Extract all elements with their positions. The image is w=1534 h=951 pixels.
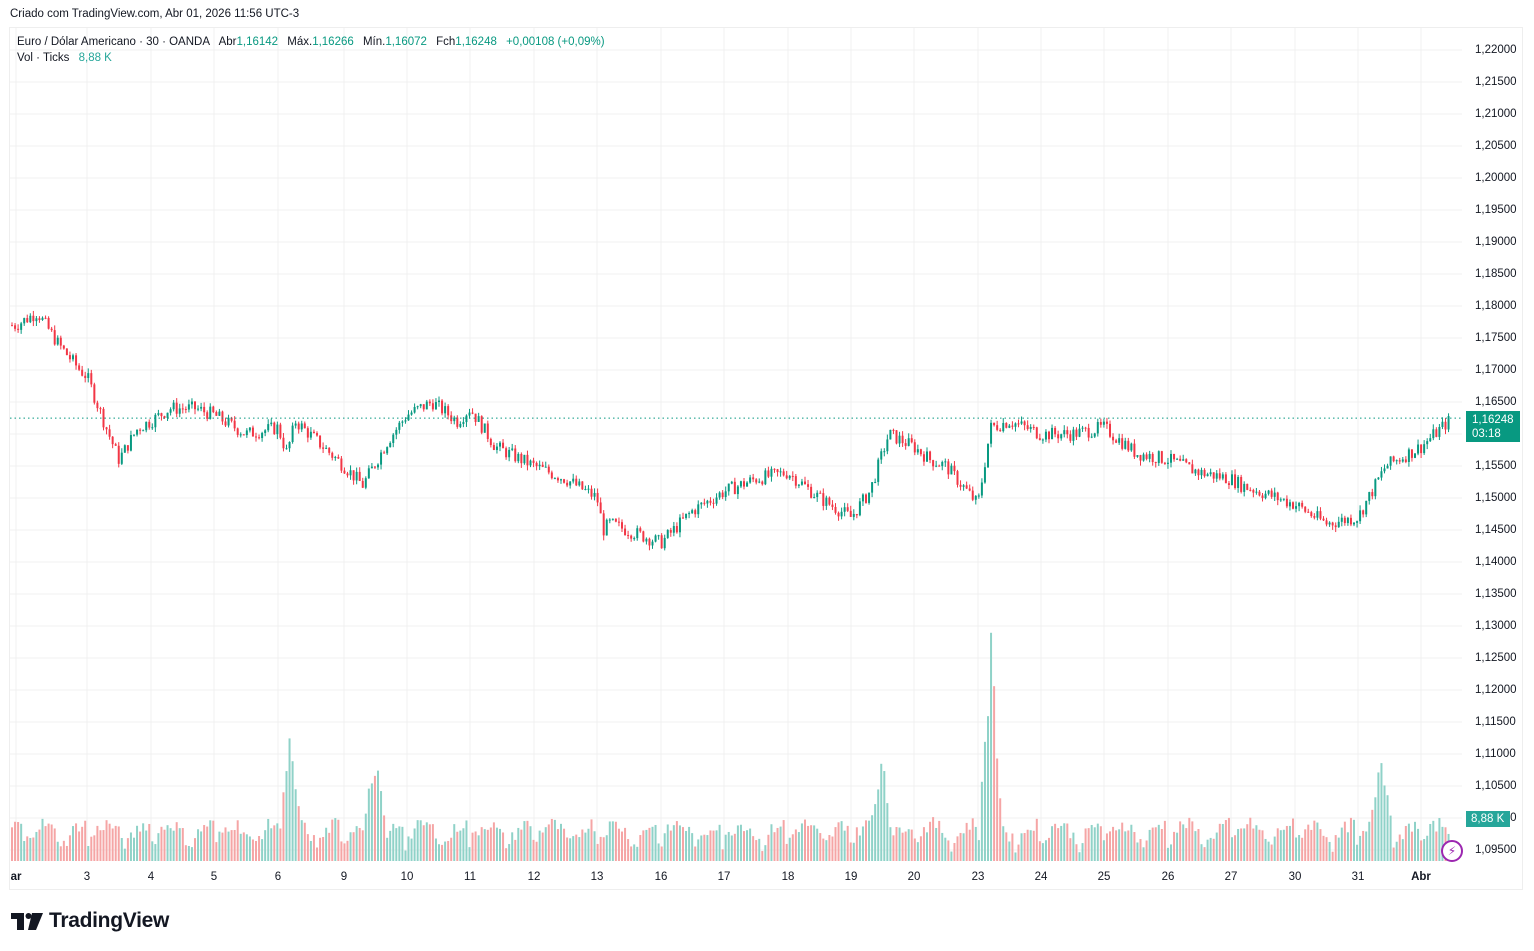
bar-countdown: 03:18	[1472, 428, 1501, 440]
time-axis-label: 5	[210, 871, 218, 883]
legend-low-value: 1,16072	[385, 36, 427, 48]
volume-tag: 8,88 K	[1466, 811, 1510, 827]
time-axis-label: 11	[464, 871, 476, 883]
time-axis-label: 17	[717, 871, 731, 883]
legend-close-label: Fch	[436, 36, 456, 48]
time-axis-label: 12	[527, 871, 541, 883]
candlestick-chart	[10, 28, 1462, 861]
time-axis-label: 30	[1288, 871, 1302, 883]
price-axis-label: 1,09500	[1475, 844, 1517, 856]
legend-low-label: Mín.	[362, 36, 386, 48]
price-axis-label: 1,12500	[1475, 652, 1517, 664]
time-axis-label: 19	[844, 871, 858, 883]
credit-line: Criado com TradingView.com, Abr 01, 2026…	[10, 8, 300, 20]
price-axis-label: 1,11000	[1475, 748, 1516, 760]
legend-row-price: Euro / Dólar Americano · 30 · OANDA Abr1…	[17, 34, 605, 50]
legend-high-label: Máx.	[287, 36, 313, 48]
price-axis-label: 1,11500	[1475, 716, 1516, 728]
price-axis-label: 1,15000	[1475, 492, 1517, 504]
legend-row-volume: Vol · Ticks 8,88 K	[17, 50, 605, 66]
time-axis-label: 27	[1224, 871, 1238, 883]
time-axis-label: 6	[274, 871, 282, 883]
time-axis-label: 4	[147, 871, 155, 883]
price-axis-label: 1,20500	[1475, 140, 1517, 152]
price-axis-label: 1,13000	[1475, 620, 1517, 632]
time-axis-label: 24	[1034, 871, 1048, 883]
tradingview-logo-icon	[11, 912, 43, 930]
price-axis-label: 1,15500	[1475, 460, 1517, 472]
time-axis-label: 26	[1161, 871, 1175, 883]
time-axis-label: ar	[10, 871, 22, 883]
last-price-value: 1,16248	[1472, 414, 1514, 426]
lightning-icon[interactable]: ⚡	[1441, 840, 1463, 862]
legend-open-label: Abr	[218, 36, 237, 48]
price-axis-label: 1,18500	[1475, 268, 1517, 280]
logo-text: TradingView	[49, 909, 170, 932]
tradingview-logo: TradingView	[11, 909, 169, 933]
chart-legend: Euro / Dólar Americano · 30 · OANDA Abr1…	[17, 34, 605, 66]
legend-volume-value: 8,88 K	[78, 52, 112, 64]
price-axis-label: 1,17000	[1475, 364, 1517, 376]
price-axis-label: 1,16500	[1475, 396, 1517, 408]
legend-open-value: 1,16142	[236, 36, 279, 48]
time-axis-label: 25	[1097, 871, 1111, 883]
price-axis-label: 1,12000	[1475, 684, 1517, 696]
time-axis-label: 23	[971, 871, 985, 883]
price-axis-label: 1,14500	[1475, 524, 1517, 536]
time-axis-label: 10	[400, 871, 414, 883]
legend-symbol[interactable]: Euro / Dólar Americano · 30 · OANDA	[17, 36, 211, 48]
time-axis-label: 3	[83, 871, 91, 883]
price-axis-label: 1,19500	[1475, 204, 1517, 216]
price-axis-label: 1,20000	[1475, 172, 1517, 184]
time-axis-label: 16	[654, 871, 668, 883]
price-axis-label: 1,22000	[1475, 44, 1517, 56]
time-axis-label: 13	[590, 871, 604, 883]
price-axis-label: 1,19000	[1475, 236, 1517, 248]
chart-frame	[9, 27, 1523, 890]
price-axis-label: 1,14000	[1475, 556, 1517, 568]
last-price-tag: 1,16248 03:18	[1466, 411, 1520, 442]
legend-change: +0,00108 (+0,09%)	[506, 36, 605, 48]
legend-close-value: 1,16248	[455, 36, 497, 48]
time-axis-label: Abr	[1411, 871, 1431, 883]
price-axis-label: 1,21000	[1475, 108, 1517, 120]
price-axis-label: 1,17500	[1475, 332, 1517, 344]
price-axis-label: 1,10500	[1475, 780, 1517, 792]
legend-volume-label[interactable]: Vol · Ticks	[17, 52, 70, 64]
price-axis-label: 1,18000	[1475, 300, 1517, 312]
chart-plot-area[interactable]	[10, 28, 1462, 861]
time-axis-label: 18	[781, 871, 795, 883]
price-axis-label: 1,13500	[1475, 588, 1517, 600]
time-axis-label: 20	[907, 871, 921, 883]
price-axis-label: 1,21500	[1475, 76, 1517, 88]
time-axis-label: 9	[340, 871, 348, 883]
legend-high-value: 1,16266	[312, 36, 354, 48]
time-axis-label: 31	[1351, 871, 1365, 883]
